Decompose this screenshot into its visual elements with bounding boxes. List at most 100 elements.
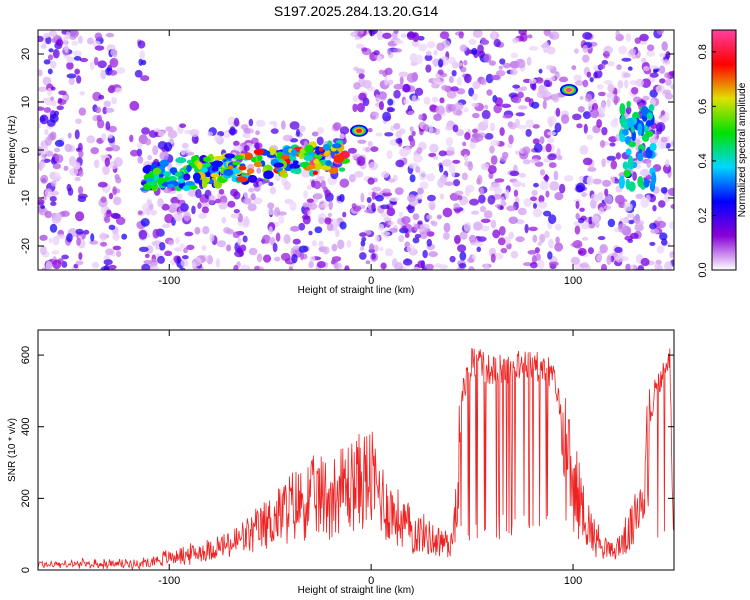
spectrogram-cell: [575, 200, 580, 210]
spectrogram-cell: [543, 41, 549, 48]
spectrogram-cell: [504, 189, 510, 199]
spectrogram-cell: [453, 234, 461, 244]
spectrogram-cell: [89, 61, 95, 71]
spectrogram-cell: [457, 194, 463, 201]
spectrogram-cell: [75, 118, 82, 125]
spectrogram-cell: [298, 125, 306, 133]
spectrogram-cell: [91, 261, 100, 269]
spectrogram-cell: [491, 30, 497, 40]
y-tick-label: 400: [20, 418, 32, 436]
spectrogram-cell: [386, 149, 393, 160]
spectrogram-cell: [468, 234, 477, 243]
spectrogram-cell: [48, 30, 58, 38]
spectrogram-cell: [519, 32, 528, 42]
colorbar-gradient: [711, 29, 737, 271]
spectrogram-cell: [38, 198, 45, 206]
spectrogram-cell: [243, 145, 250, 152]
spectrogram-band-cell: [200, 166, 208, 173]
spectrogram-cell: [572, 113, 582, 121]
spectrogram-cell: [402, 258, 413, 266]
spectrogram-band-cell: [186, 164, 192, 172]
spectrogram-cell: [586, 71, 592, 78]
spectrogram-cell: [283, 234, 291, 245]
spectrogram-cell: [601, 158, 606, 168]
spectrogram-band-cell: [232, 155, 244, 160]
spectrogram-cell: [146, 206, 151, 216]
spectrogram-cell: [380, 262, 387, 270]
spectrogram-cell: [113, 157, 123, 167]
spectrogram-cell: [78, 149, 84, 158]
spectrogram-cell: [52, 235, 60, 246]
colorbar-tick-label: 0.8: [697, 44, 709, 59]
spectrogram-cell: [339, 133, 345, 140]
spectrogram-cell: [587, 166, 597, 172]
spectrogram-cell: [316, 136, 324, 146]
spectrogram-cell: [181, 142, 189, 149]
spectrogram-cell: [411, 130, 416, 137]
spectrogram-cell: [316, 260, 326, 268]
spectrogram-cell: [38, 35, 44, 43]
spectrogram-cell: [422, 249, 428, 259]
spectrogram-cell: [346, 239, 352, 248]
spectrogram-cell: [578, 217, 585, 224]
spectrogram-cell: [258, 181, 263, 187]
spectrogram-cell: [532, 208, 543, 218]
spectrogram-cell: [309, 255, 316, 264]
spectrogram-cell: [213, 134, 222, 142]
spectrogram-cell: [623, 202, 633, 212]
spectrogram-cell: [497, 237, 506, 246]
spectrogram-cell: [521, 182, 526, 188]
spectrogram-cell: [74, 211, 85, 222]
spectrogram-cell: [459, 44, 468, 52]
spectrogram-streak-cell: [649, 142, 657, 151]
spectrogram-cell: [412, 266, 421, 270]
spectrogram-cell: [86, 135, 96, 144]
spectrogram-cell: [617, 198, 628, 203]
spectrogram-cell: [423, 96, 431, 105]
spectrogram-cell: [150, 265, 160, 270]
spectrogram-cell: [378, 223, 385, 231]
spectrogram-cell: [275, 232, 281, 242]
spectrogram-cell: [369, 243, 375, 252]
spectrogram-cell: [147, 199, 152, 205]
spectrogram-cell: [517, 91, 524, 99]
spectrogram-cell: [410, 61, 418, 66]
spectrogram-cell: [173, 247, 183, 252]
spectrogram-streak-cell: [628, 181, 636, 192]
spectrogram-cell: [646, 159, 652, 169]
spectrogram-cell: [303, 190, 309, 199]
colorbar: 0.0 0.2 0.4 0.6 0.8 Normalized spectral ampl…: [697, 29, 748, 278]
spectrogram-cell: [311, 131, 319, 137]
spectrogram-band-cell: [290, 148, 297, 157]
spectrogram-cell: [78, 107, 87, 116]
spectrogram-cell: [242, 132, 251, 139]
spectrogram-cell: [381, 170, 390, 178]
spectrogram-cell: [62, 35, 68, 45]
spectrogram-cell: [583, 123, 588, 134]
spectrogram-cell: [461, 172, 468, 181]
spectrogram-cell: [536, 91, 547, 99]
spectrogram-band-cell: [289, 163, 301, 169]
spectrogram-cell: [168, 240, 175, 246]
spectrogram-cell: [69, 168, 79, 176]
spectrogram-cell: [472, 80, 481, 90]
spectrogram-cell: [278, 215, 285, 224]
spectrogram-cell: [603, 79, 613, 85]
spectrogram-cell: [406, 205, 414, 211]
spectrogram-cell: [76, 75, 82, 84]
spectrogram-cell: [539, 169, 546, 176]
spectrogram-cell: [38, 106, 45, 111]
spectrogram-cell: [138, 229, 148, 240]
spectrogram-cell: [66, 73, 77, 79]
spectrogram-cell: [646, 50, 656, 57]
spectrogram-cell: [477, 44, 484, 54]
spectrogram-cell: [510, 52, 519, 59]
spectrogram-cell: [50, 201, 57, 207]
spectrogram-cell: [539, 180, 549, 191]
spectrogram-cell: [656, 220, 667, 229]
spectrogram-cell: [480, 218, 491, 223]
spectrogram-streak-cell: [622, 129, 629, 136]
spectrogram-cell: [594, 69, 603, 79]
spectrogram-cell: [545, 143, 552, 153]
spectrogram-cell: [543, 79, 551, 88]
